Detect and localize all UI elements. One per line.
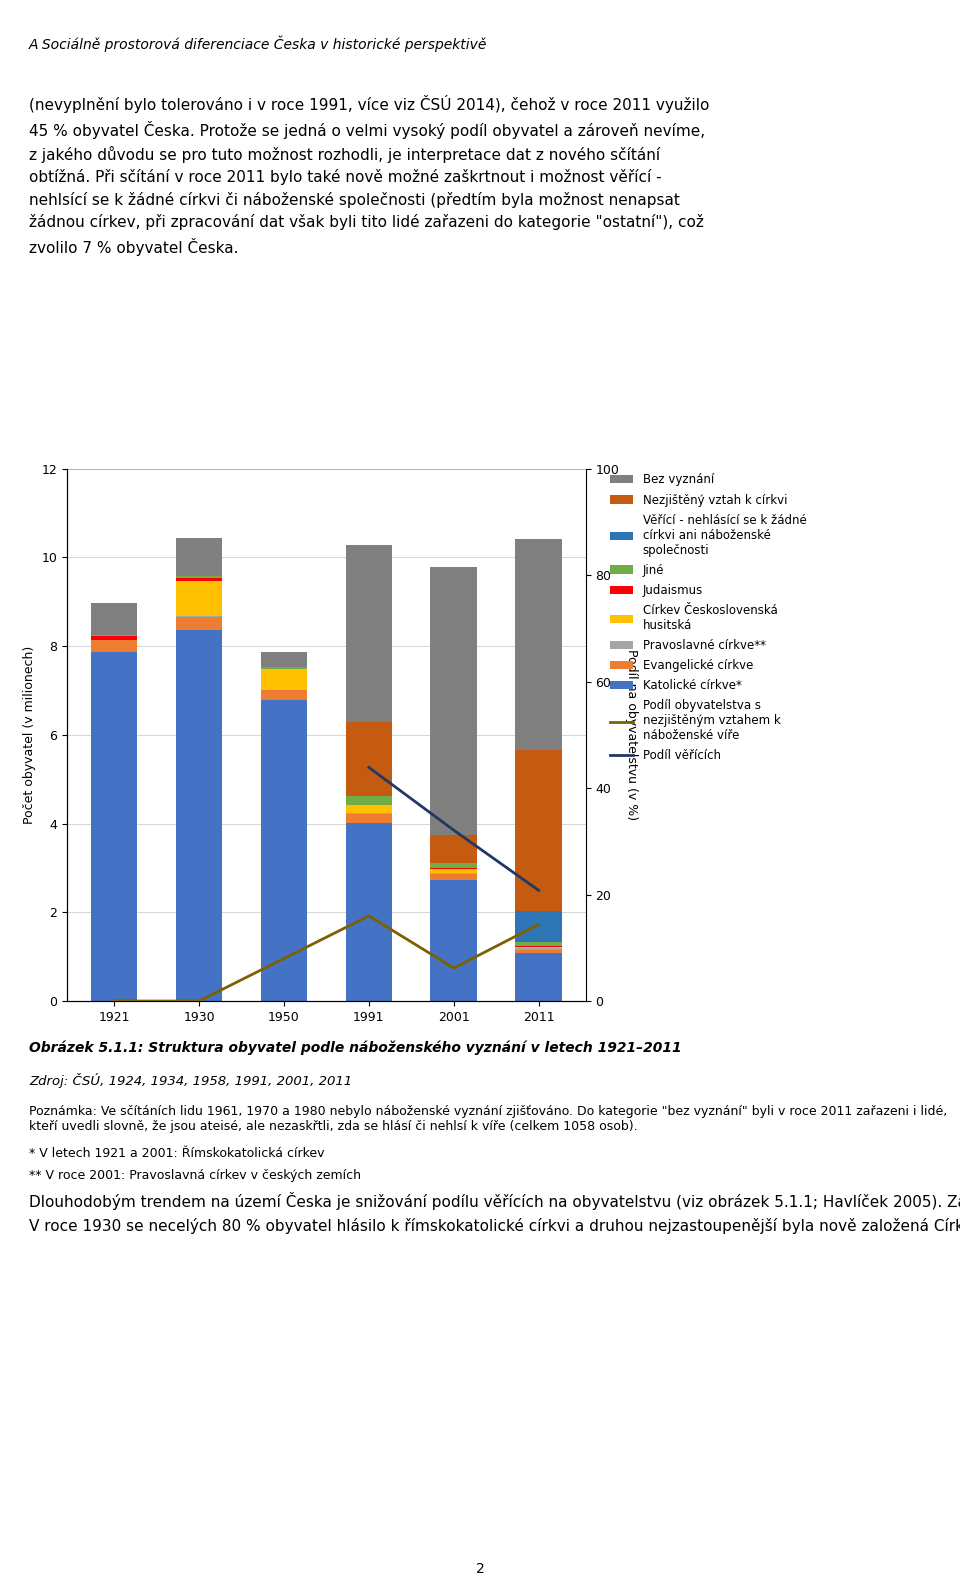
Y-axis label: Počet obyvatel (v milionech): Počet obyvatel (v milionech) — [23, 645, 36, 825]
Text: Poznámka: Ve sčítáních lidu 1961, 1970 a 1980 nebylo náboženské vyznání zjišťová: Poznámka: Ve sčítáních lidu 1961, 1970 a… — [29, 1104, 948, 1133]
Bar — [430, 834, 477, 863]
Bar — [260, 690, 307, 699]
Bar — [346, 806, 393, 814]
Bar — [346, 796, 393, 804]
Bar — [430, 869, 477, 874]
Bar — [176, 629, 223, 1001]
Bar — [430, 874, 477, 880]
Bar — [516, 953, 562, 1001]
Bar — [91, 640, 137, 651]
Text: Zdroj: ČSÚ, 1924, 1934, 1958, 1991, 2001, 2011: Zdroj: ČSÚ, 1924, 1934, 1958, 1991, 2001… — [29, 1073, 352, 1088]
Bar — [91, 637, 137, 639]
Text: Dlouhodobým trendem na území Česka je snižování podílu věřících na obyvatelstvu : Dlouhodobým trendem na území Česka je sn… — [29, 1192, 960, 1233]
Bar — [260, 653, 307, 667]
Text: Obrázek 5.1.1: Struktura obyvatel podle náboženského vyznání v letech 1921–2011: Obrázek 5.1.1: Struktura obyvatel podle … — [29, 1039, 682, 1055]
Legend: Bez vyznání, Nezjištěný vztah k církvi, Věřící - nehlásící se k žádné
církvi ani: Bez vyznání, Nezjištěný vztah k církvi, … — [605, 469, 811, 767]
Bar — [346, 823, 393, 1001]
Bar — [346, 545, 393, 721]
Bar — [516, 539, 562, 750]
Text: (nevyplnění bylo tolerováno i v roce 1991, více viz ČSÚ 2014), čehož v roce 2011: (nevyplnění bylo tolerováno i v roce 199… — [29, 95, 709, 256]
Text: * V letech 1921 a 2001: Římskokatolická církev: * V letech 1921 a 2001: Římskokatolická … — [29, 1147, 324, 1160]
Bar — [176, 578, 223, 582]
Bar — [516, 950, 562, 953]
Bar — [176, 539, 223, 577]
Bar — [176, 577, 223, 578]
Bar — [430, 863, 477, 869]
Bar — [91, 651, 137, 1001]
Bar — [346, 814, 393, 823]
Bar — [430, 567, 477, 834]
Bar — [260, 699, 307, 1001]
Bar — [260, 667, 307, 669]
Text: ** V roce 2001: Pravoslavná církev v českých zemích: ** V roce 2001: Pravoslavná církev v čes… — [29, 1170, 361, 1182]
Bar — [176, 617, 223, 629]
Bar — [516, 947, 562, 949]
Bar — [91, 604, 137, 636]
Bar — [516, 942, 562, 945]
Bar — [176, 582, 223, 617]
Bar — [346, 721, 393, 796]
Text: 2: 2 — [475, 1562, 485, 1576]
Text: A Sociálně prostorová diferenciace Česka v historické perspektivě: A Sociálně prostorová diferenciace Česka… — [29, 35, 487, 52]
Y-axis label: Podíl na obyvatelstvu (v %): Podíl na obyvatelstvu (v %) — [625, 650, 637, 820]
Bar — [430, 880, 477, 1001]
Bar — [516, 750, 562, 910]
Bar — [516, 910, 562, 942]
Bar — [260, 669, 307, 690]
